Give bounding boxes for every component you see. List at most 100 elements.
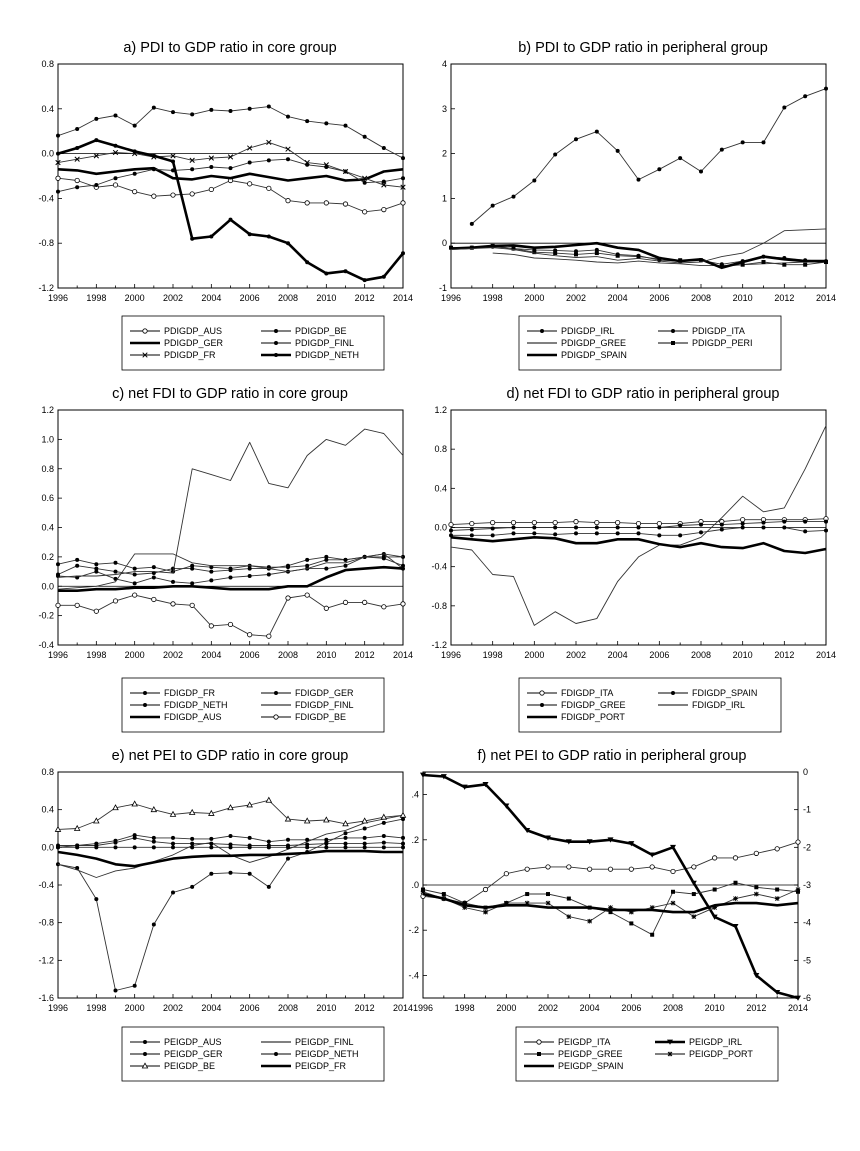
data-point [803, 94, 808, 99]
x-tick-label: 2000 [125, 293, 145, 303]
data-point [323, 605, 329, 611]
legend-box [121, 315, 385, 371]
panel-4: d) net FDI to GDP ratio in peripheral gr… [431, 386, 836, 733]
legend-marker [143, 691, 147, 695]
x-tick-label: 2012 [774, 293, 794, 303]
legend-entry: PDIGDP_FINL [261, 338, 354, 348]
legend-entry: FDIGDP_ITA [527, 688, 613, 698]
data-point [532, 178, 537, 183]
data-point [761, 520, 766, 525]
series-peigdp-be [54, 796, 407, 832]
series-unlabeled-6 [56, 835, 405, 850]
data-point [574, 525, 578, 530]
data-point [228, 845, 233, 850]
y-tick-label: .4 [411, 790, 419, 800]
series-pdigdp-peri [449, 243, 828, 269]
x-tick-label: 2004 [580, 1003, 600, 1013]
data-point [132, 983, 137, 988]
data-point [75, 185, 80, 190]
x-tick-label: 2006 [240, 1003, 260, 1013]
data-point [594, 251, 599, 256]
data-point [532, 531, 537, 536]
data-point [381, 146, 386, 150]
x-tick-label: 2008 [278, 1003, 298, 1013]
data-point [151, 835, 156, 840]
data-point [503, 871, 509, 877]
data-point [73, 824, 81, 831]
y-tick-label: 1.0 [41, 434, 54, 444]
x-tick-label: 1996 [48, 293, 68, 303]
data-point [594, 531, 599, 536]
data-point [574, 531, 578, 536]
data-point [208, 809, 215, 816]
y-tick-label: -0.4 [38, 880, 54, 890]
data-point [74, 602, 80, 608]
y-tick-label: .2 [411, 835, 419, 845]
data-point [189, 191, 195, 197]
legend-label: FDIGDP_ITA [561, 688, 613, 698]
data-point [132, 845, 137, 850]
legend-box [121, 677, 385, 733]
data-point [266, 234, 271, 239]
data-point [469, 527, 474, 532]
data-point [171, 890, 175, 895]
data-point [75, 146, 80, 150]
data-point [247, 632, 253, 638]
data-point [94, 569, 99, 574]
data-point [401, 817, 405, 822]
x-tick-label: 2008 [663, 1003, 683, 1013]
data-point [131, 800, 138, 807]
x-tick-label: 2014 [393, 1003, 413, 1013]
series-line [57, 106, 404, 159]
data-point [448, 521, 454, 528]
data-point [511, 525, 516, 530]
data-point [504, 900, 509, 906]
data-point [608, 905, 613, 910]
data-point [691, 892, 696, 897]
data-point [189, 157, 195, 163]
data-point [566, 896, 571, 901]
series-line [450, 536, 827, 555]
data-point [740, 521, 745, 526]
data-point [286, 843, 290, 848]
data-point [381, 556, 386, 561]
data-point [594, 525, 599, 530]
data-point [732, 924, 739, 930]
data-point [594, 247, 599, 252]
data-point [55, 159, 61, 166]
data-point [266, 843, 271, 848]
panel-6: f) net PEI to GDP ratio in peripheral gr… [408, 748, 811, 1082]
panel-title: d) net FDI to GDP ratio in peripheral gr… [507, 386, 780, 402]
data-point [151, 105, 156, 110]
legend-label: FDIGDP_NETH [164, 700, 228, 710]
legend-label: PDIGDP_PERI [692, 338, 753, 348]
data-point [132, 833, 137, 838]
data-point [691, 914, 697, 919]
series-fdigdp-be [55, 592, 406, 639]
x-tick-label: 2006 [240, 650, 260, 660]
data-point [636, 531, 641, 536]
data-point [228, 109, 233, 114]
legend-label: PEIGDP_GER [164, 1049, 223, 1059]
legend-entry: PDIGDP_AUS [130, 326, 222, 336]
data-point [574, 137, 578, 142]
data-point [323, 162, 329, 168]
series-line [57, 138, 405, 282]
data-point [266, 884, 271, 889]
data-point [266, 572, 271, 577]
data-point [343, 831, 348, 836]
data-point [94, 562, 99, 567]
series-line [450, 241, 826, 270]
legend-label: PDIGDP_SPAIN [561, 350, 627, 360]
legend: PDIGDP_IRL PDIGDP_ITA PDIGDP_GREE PDIGDP_PE… [518, 315, 782, 371]
data-point [574, 252, 578, 257]
data-point [190, 563, 195, 568]
series-peigdp-fr [57, 849, 403, 868]
series-pdigdp-gree [492, 252, 826, 267]
data-point [400, 200, 406, 206]
series-line [57, 849, 403, 868]
data-point [510, 520, 517, 526]
data-point [56, 189, 60, 194]
y-tick-label: -1 [439, 283, 447, 293]
series-pdigdp-irl [469, 86, 828, 226]
